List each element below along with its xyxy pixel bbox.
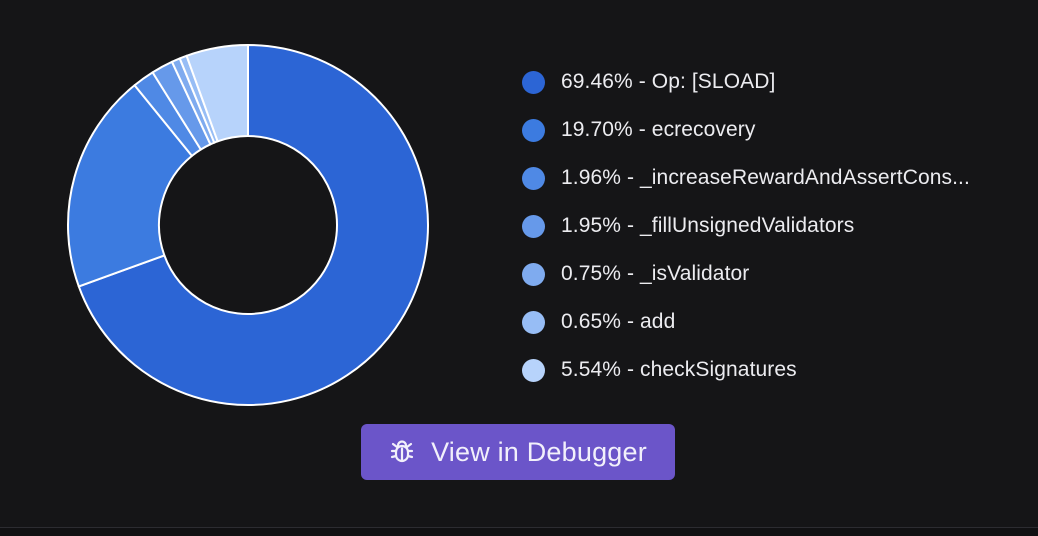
legend-label: 1.96% - _increaseRewardAndAssertCons... [561, 166, 970, 189]
legend-item[interactable]: 69.46% - Op: [SLOAD] [522, 58, 1032, 106]
legend-swatch [522, 214, 545, 238]
donut-slice-0[interactable] [77, 44, 429, 406]
bug-icon [389, 439, 415, 465]
legend-label: 1.95% - _fillUnsignedValidators [561, 214, 855, 237]
donut-chart [67, 44, 429, 406]
legend-label: 0.65% - add [561, 310, 676, 333]
legend-swatch [522, 310, 545, 334]
legend-swatch [522, 70, 545, 94]
legend-label: 5.54% - checkSignatures [561, 358, 797, 381]
legend-item[interactable]: 0.75% - _isValidator [522, 250, 1032, 298]
divider [0, 527, 1038, 528]
legend-label: 19.70% - ecrecovery [561, 118, 756, 141]
legend-item[interactable]: 1.95% - _fillUnsignedValidators [522, 202, 1032, 250]
donut-slice-6[interactable] [185, 44, 249, 143]
footer-strip [0, 528, 1038, 536]
legend-swatch [522, 358, 545, 382]
legend-item[interactable]: 1.96% - _increaseRewardAndAssertCons... [522, 154, 1032, 202]
legend-label: 69.46% - Op: [SLOAD] [561, 70, 776, 93]
legend-item[interactable]: 0.65% - add [522, 298, 1032, 346]
legend-swatch [522, 262, 545, 286]
legend-swatch [522, 118, 545, 142]
view-in-debugger-button[interactable]: View in Debugger [361, 424, 675, 480]
legend-label: 0.75% - _isValidator [561, 262, 750, 285]
donut-slice-1[interactable] [67, 84, 193, 288]
legend-swatch [522, 166, 545, 190]
view-in-debugger-label: View in Debugger [431, 436, 647, 467]
chart-legend: 69.46% - Op: [SLOAD] 19.70% - ecrecovery 1… [522, 58, 1032, 394]
legend-item[interactable]: 19.70% - ecrecovery [522, 106, 1032, 154]
legend-item[interactable]: 5.54% - checkSignatures [522, 346, 1032, 394]
